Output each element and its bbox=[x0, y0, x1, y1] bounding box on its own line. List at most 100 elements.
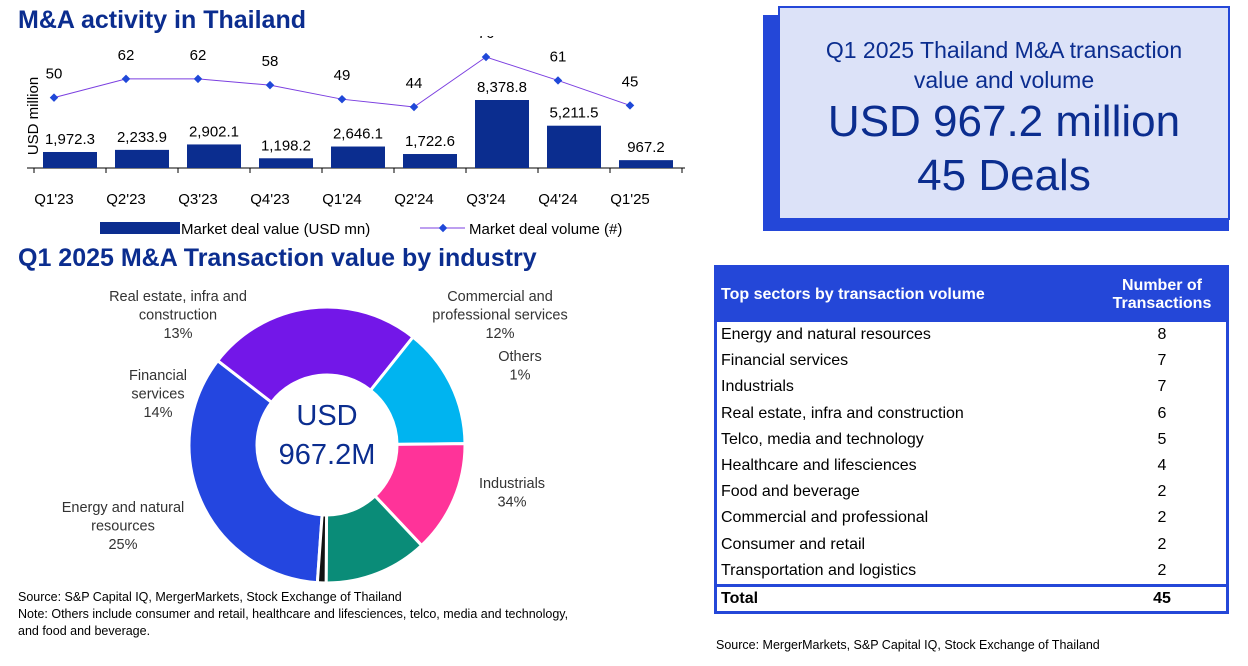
slice-label: professional services bbox=[432, 308, 567, 324]
volume-label: 76 bbox=[478, 36, 495, 42]
kpi-heading: Q1 2025 Thailand M&A transaction bbox=[825, 37, 1183, 63]
table-row: Energy and natural resources 8 bbox=[716, 322, 1228, 348]
x-tick-label: Q2'23 bbox=[106, 191, 146, 208]
bar bbox=[547, 125, 601, 168]
total-value: 45 bbox=[1098, 583, 1228, 613]
bar bbox=[259, 158, 313, 168]
x-tick-label: Q4'23 bbox=[250, 191, 290, 208]
volume-marker bbox=[49, 93, 59, 102]
table-source: Source: MergerMarkets, S&P Capital IQ, S… bbox=[716, 638, 1100, 652]
volume-label: 44 bbox=[406, 75, 423, 92]
donut-chart-title: Q1 2025 M&A Transaction value by industr… bbox=[18, 244, 537, 272]
bar bbox=[187, 144, 241, 168]
volume-label: 62 bbox=[118, 47, 135, 64]
sector-name: Consumer and retail bbox=[721, 535, 866, 553]
legend-line-label: Market deal volume (#) bbox=[469, 221, 622, 238]
volume-marker bbox=[265, 80, 275, 90]
volume-label: 58 bbox=[262, 53, 279, 70]
table-row: Telco, media and technology 5 bbox=[716, 427, 1228, 453]
donut-center-label: USD bbox=[296, 400, 357, 432]
bar-value-label: 2,233.9 bbox=[117, 129, 167, 146]
x-tick-label: Q3'23 bbox=[178, 191, 218, 208]
kpi-box: Q1 2025 Thailand M&A transaction value a… bbox=[778, 6, 1230, 220]
sector-name: Transportation and logistics bbox=[721, 561, 917, 579]
slice-label: 1% bbox=[510, 368, 531, 384]
activity-chart: USD million 1,972.3 Q1'23 2,233.9 Q2'23 2,902… bbox=[25, 36, 685, 238]
slice-label: 12% bbox=[485, 326, 514, 342]
y-axis-label: USD million bbox=[25, 77, 42, 155]
activity-chart-title: M&A activity in Thailand bbox=[18, 6, 307, 34]
donut-center-value: 967.2M bbox=[279, 439, 376, 471]
slice-label: 14% bbox=[143, 405, 172, 421]
column-header-sector: Top sectors by transaction volume bbox=[715, 266, 1098, 322]
table-row: Transportation and logistics 2 bbox=[716, 558, 1228, 586]
donut-source: Source: S&P Capital IQ, MergerMarkets, S… bbox=[18, 589, 568, 640]
transaction-count: 7 bbox=[1157, 378, 1167, 396]
x-tick-label: Q3'24 bbox=[466, 191, 506, 208]
slice-label: 25% bbox=[108, 537, 137, 553]
bar-value-label: 1,198.2 bbox=[261, 137, 311, 154]
sector-name: Financial services bbox=[721, 352, 849, 370]
transaction-count: 2 bbox=[1157, 509, 1167, 527]
volume-marker bbox=[553, 76, 563, 85]
kpi-deals: 45 Deals bbox=[917, 151, 1091, 200]
kpi-value: USD 967.2 million bbox=[827, 97, 1181, 146]
total-label: Total bbox=[715, 583, 1098, 613]
industry-donut-chart: USD 967.2M Industrials 34% Energy and natura… bbox=[62, 289, 568, 585]
bar-value-label: 2,902.1 bbox=[189, 123, 239, 140]
volume-marker bbox=[625, 101, 635, 110]
table-row: Industrials 7 bbox=[716, 374, 1228, 400]
bar bbox=[403, 154, 457, 168]
slice-label: services bbox=[131, 387, 184, 403]
bar bbox=[115, 149, 169, 168]
bar-value-label: 2,646.1 bbox=[333, 126, 383, 143]
transaction-count: 7 bbox=[1157, 352, 1167, 370]
bar-value-label: 967.2 bbox=[627, 139, 665, 156]
legend-line-marker bbox=[438, 223, 448, 233]
transaction-count: 4 bbox=[1157, 457, 1167, 475]
total-row: Total 45 bbox=[715, 583, 1228, 613]
bar bbox=[619, 160, 673, 168]
sector-name: Food and beverage bbox=[721, 483, 860, 501]
transaction-count: 6 bbox=[1157, 404, 1167, 422]
bar-value-label: 5,211.5 bbox=[550, 105, 599, 122]
volume-label: 62 bbox=[190, 47, 207, 64]
sector-name: Healthcare and lifesciences bbox=[721, 457, 917, 475]
table-row: Financial services 7 bbox=[716, 348, 1228, 374]
donut-slice bbox=[315, 513, 329, 585]
volume-marker bbox=[121, 74, 131, 84]
x-tick-label: Q1'24 bbox=[322, 191, 362, 208]
slice-label: Financial bbox=[129, 368, 187, 384]
x-tick-label: Q2'24 bbox=[394, 191, 434, 208]
kpi-heading-cont: value and volume bbox=[913, 67, 1095, 93]
volume-marker bbox=[481, 52, 491, 62]
transaction-count: 8 bbox=[1157, 326, 1167, 344]
volume-marker bbox=[193, 74, 203, 84]
bar-value-label: 1,722.6 bbox=[405, 133, 455, 150]
slice-label: Industrials bbox=[479, 476, 545, 492]
note-text-cont: and food and beverage. bbox=[18, 624, 151, 638]
volume-label: 61 bbox=[550, 48, 567, 65]
bar bbox=[475, 100, 529, 168]
table-row: Commercial and professional 2 bbox=[716, 505, 1228, 531]
x-tick-label: Q1'25 bbox=[610, 191, 650, 208]
volume-label: 45 bbox=[622, 73, 639, 90]
bar bbox=[331, 146, 385, 168]
slice-label: 13% bbox=[163, 326, 192, 342]
slice-label: construction bbox=[139, 308, 217, 324]
table-row: Real estate, infra and construction 6 bbox=[716, 401, 1228, 427]
column-header-count: Number of Transactions bbox=[1098, 266, 1228, 322]
donut-slice bbox=[187, 358, 324, 585]
bar-value-label: 1,972.3 bbox=[45, 131, 95, 148]
sector-name: Telco, media and technology bbox=[721, 430, 924, 448]
table-row: Healthcare and lifesciences 4 bbox=[716, 453, 1228, 479]
volume-label: 49 bbox=[334, 67, 351, 84]
transaction-count: 2 bbox=[1157, 483, 1167, 501]
bar bbox=[43, 151, 97, 168]
note-text: Note: Others include consumer and retail… bbox=[18, 607, 569, 621]
slice-label: Commercial and bbox=[447, 289, 553, 305]
transaction-count: 2 bbox=[1157, 561, 1167, 579]
slice-label: Energy and natural bbox=[62, 500, 185, 516]
bar-value-label: 8,378.8 bbox=[477, 79, 527, 96]
sector-name: Industrials bbox=[721, 378, 794, 396]
